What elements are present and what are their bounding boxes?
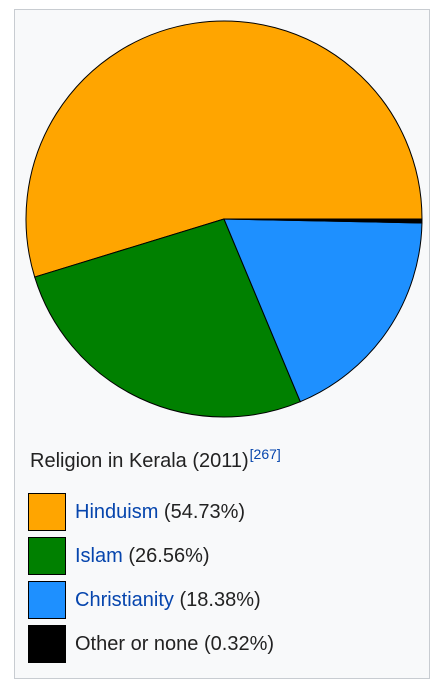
reference[interactable]: [267] bbox=[249, 446, 281, 462]
legend-label: Other or none bbox=[75, 632, 199, 655]
legend-item: Islam (26.56%) bbox=[28, 534, 274, 578]
legend-value: (54.73%) bbox=[163, 500, 246, 523]
legend-value: (26.56%) bbox=[128, 544, 210, 567]
pie-slice bbox=[34, 218, 301, 418]
legend-swatch bbox=[28, 581, 66, 619]
legend-swatch bbox=[28, 625, 66, 663]
chart-title-block: Religion in Kerala (2011)[267] bbox=[30, 446, 281, 473]
legend-label[interactable]: Hinduism bbox=[75, 500, 159, 523]
legend-value: (0.32%) bbox=[203, 632, 275, 655]
chart-title: Religion in Kerala (2011) bbox=[30, 450, 249, 472]
pie-chart bbox=[25, 20, 423, 418]
legend-swatch bbox=[28, 493, 66, 531]
legend-item: Other or none (0.32%) bbox=[28, 622, 274, 666]
pie-slice bbox=[223, 218, 423, 224]
legend: Hinduism (54.73%) Islam (26.56%) Christian… bbox=[28, 490, 274, 666]
pie-slice bbox=[223, 218, 423, 403]
legend-item: Christianity (18.38%) bbox=[28, 578, 274, 622]
legend-swatch bbox=[28, 537, 66, 575]
legend-label[interactable]: Christianity bbox=[75, 588, 174, 611]
legend-label[interactable]: Islam bbox=[75, 544, 123, 567]
legend-item: Hinduism (54.73%) bbox=[28, 490, 274, 534]
pie-slice bbox=[25, 20, 423, 278]
legend-value: (18.38%) bbox=[179, 588, 261, 611]
